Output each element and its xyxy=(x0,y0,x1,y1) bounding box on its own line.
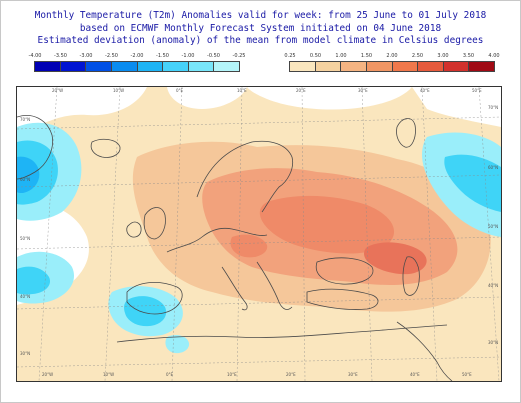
map-tick-label: 10°W xyxy=(103,372,115,377)
coast-western-europe xyxy=(166,227,268,253)
colorbar-negative: -4.00 -3.50 -3.00 -2.50 -2.00 -1.50 -1.00 -0.50… xyxy=(29,53,246,75)
colorbar-swatch xyxy=(469,62,494,71)
colorbar-tick-label: -3.00 xyxy=(79,53,93,59)
map-tick-label: 50°N xyxy=(20,236,31,241)
colorbar-swatch xyxy=(111,62,138,71)
colorbar-tick-label: -3.50 xyxy=(54,53,67,59)
map-tick-label: 30°N xyxy=(488,340,499,345)
coast-scandinavia xyxy=(196,140,294,213)
map-tick-label: 60°N xyxy=(488,165,499,170)
map-tick-label: 50°N xyxy=(488,224,499,229)
colorbar-swatch xyxy=(86,62,112,71)
colorbar-tick-label: -2.00 xyxy=(130,53,144,59)
anomaly-warm-hot xyxy=(259,195,395,254)
map-tick-label: 20°W xyxy=(42,372,54,377)
title-line-2: based on ECMWF Monthly Forecast System i… xyxy=(79,23,442,34)
colorbar-tick-label: 1.50 xyxy=(360,53,373,59)
colorbar-swatch xyxy=(315,62,342,71)
map-tick-label: 30°E xyxy=(358,88,368,93)
colorbar-swatch xyxy=(35,62,61,71)
map-tick-label: 60°N xyxy=(20,177,31,182)
anomaly-cold-northeast-core xyxy=(444,154,501,212)
colorbar-tick-label: -4.00 xyxy=(28,53,42,59)
map-tick-label: 40°E xyxy=(410,372,420,377)
colorbar-positive: 0.25 0.50 1.00 1.50 2.00 2.50 3.00 3.50 4.00 xyxy=(284,53,500,75)
coast-balkans-greece xyxy=(256,261,293,310)
map-tick-label: 20°W xyxy=(52,88,64,93)
colorbar-tick-label: 4.00 xyxy=(488,53,500,59)
map-tick-label: 40°N xyxy=(488,283,499,288)
anomaly-cold-mediterranean-core xyxy=(124,296,167,327)
map-tick-label: 40°E xyxy=(420,88,430,93)
title-line-1: Monthly Temperature (T2m) Anomalies vali… xyxy=(34,10,487,21)
coast-anatolia xyxy=(306,288,379,310)
coast-black-sea xyxy=(315,257,374,285)
anomaly-neutral-far-east xyxy=(412,87,501,127)
anomaly-cold-greenland-peak xyxy=(17,156,40,193)
coast-iberia xyxy=(126,282,183,315)
anomaly-neutral-north-atlantic xyxy=(17,87,147,137)
map-tick-label: 30°E xyxy=(348,372,358,377)
map-tick-label: 70°N xyxy=(20,117,31,122)
colorbar-tick-label: 3.00 xyxy=(437,53,449,59)
colorbar-positive-labels: 0.25 0.50 1.00 1.50 2.00 2.50 3.00 3.50 4.00 xyxy=(284,53,499,61)
colorbar-tick-label: 3.50 xyxy=(462,53,475,59)
coast-iceland xyxy=(90,138,121,158)
colorbar-swatch xyxy=(392,62,419,71)
colorbar-tick-label: -2.50 xyxy=(105,53,118,59)
coast-italy xyxy=(221,266,248,311)
map-tick-label: 40°N xyxy=(20,294,31,299)
map-tick-label: 0°E xyxy=(176,88,184,93)
anomaly-cold-azores-core xyxy=(17,266,51,295)
colorbar-swatch xyxy=(341,62,367,71)
anomaly-neutral-arctic xyxy=(247,87,412,110)
coast-north-africa xyxy=(116,324,448,343)
map-tick-label: 10°W xyxy=(113,88,125,93)
colorbar-tick-label: 2.00 xyxy=(386,53,398,59)
anomaly-cold-iberia-spot xyxy=(165,335,190,354)
colorbar-negative-labels: -4.00 -3.50 -3.00 -2.50 -2.00 -1.50 -1.00 -0.50… xyxy=(29,53,246,61)
colorbar-swatch xyxy=(418,62,444,71)
coast-arabian xyxy=(396,321,453,381)
anomaly-neutral-iceland-sea xyxy=(167,87,247,109)
colorbar-positive-swatches xyxy=(289,61,495,72)
colorbar-negative-swatches xyxy=(34,61,240,72)
map-tick-label: 30°N xyxy=(20,351,31,356)
colorbar-swatch xyxy=(137,62,164,71)
map-tick-label: 50°E xyxy=(472,88,482,93)
coast-caspian xyxy=(402,256,420,296)
coastlines xyxy=(17,115,453,381)
colorbar-tick-label: 0.25 xyxy=(284,53,296,59)
anomaly-map xyxy=(16,86,502,382)
colorbar-tick-label: -1.50 xyxy=(156,53,169,59)
colorbar-swatch xyxy=(188,62,215,71)
colorbar-tick-label: -1.00 xyxy=(181,53,195,59)
anomaly-warm-peak xyxy=(364,242,427,275)
map-tick-label: 50°E xyxy=(462,372,472,377)
colorbar-swatch xyxy=(214,62,239,71)
colorbar-swatch xyxy=(60,62,87,71)
colorbar-tick-label: 2.50 xyxy=(411,53,424,59)
coast-greenland xyxy=(17,115,54,180)
map-tick-label: 10°E xyxy=(227,372,237,377)
graticule xyxy=(17,87,501,381)
map-tick-label: 70°N xyxy=(488,105,499,110)
coast-ireland xyxy=(126,221,142,238)
colorbar-tick-label: 1.00 xyxy=(335,53,347,59)
map-tick-label: 20°E xyxy=(296,88,306,93)
map-tick-label: 20°E xyxy=(286,372,296,377)
colorbar-tick-label: 0.50 xyxy=(309,53,322,59)
coast-british-isles xyxy=(143,207,166,240)
colorbar-tick-label: -0.25 xyxy=(232,53,246,59)
map-tick-label: 10°E xyxy=(237,88,247,93)
anomaly-warm-hot-west xyxy=(230,234,268,258)
coast-novaya-zemlya xyxy=(396,118,416,148)
title-line-3: Estimated deviation (anomaly) of the mea… xyxy=(37,35,484,46)
map-tick-label: 0°E xyxy=(166,372,174,377)
colorbar-swatch xyxy=(443,62,470,71)
colorbar-tick-label: -0.50 xyxy=(207,53,220,59)
colorbar-swatch xyxy=(163,62,189,71)
colorbar-swatch xyxy=(290,62,316,71)
colorbar-swatch xyxy=(366,62,393,71)
